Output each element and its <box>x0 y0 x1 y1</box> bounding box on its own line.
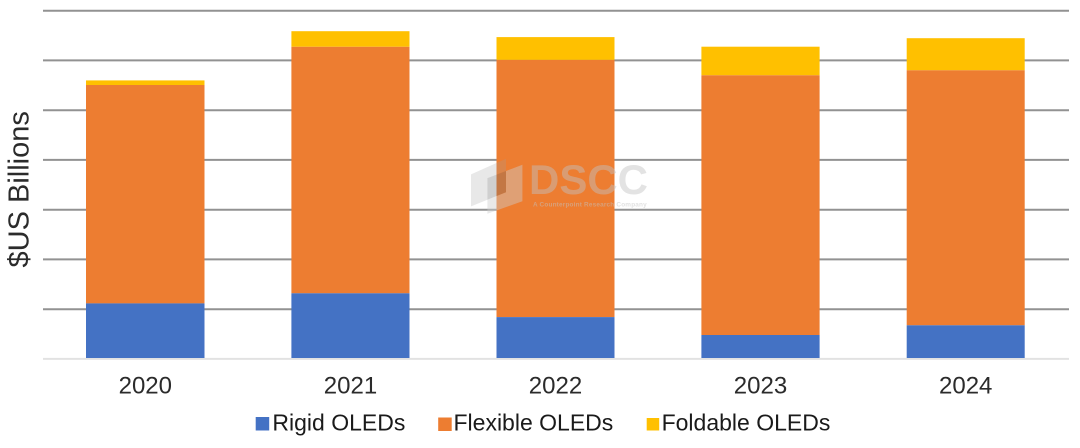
svg-text:Flexible OLEDs: Flexible OLEDs <box>454 409 614 435</box>
svg-text:2022: 2022 <box>529 373 582 400</box>
svg-text:Rigid OLEDs: Rigid OLEDs <box>272 409 405 435</box>
svg-text:2023: 2023 <box>734 373 787 400</box>
svg-text:2021: 2021 <box>324 373 377 400</box>
svg-text:Foldable OLEDs: Foldable OLEDs <box>662 409 831 435</box>
svg-text:$US Billions: $US Billions <box>4 111 36 267</box>
svg-text:2024: 2024 <box>939 373 992 400</box>
svg-text:2020: 2020 <box>119 373 172 400</box>
svg-text:DSCC: DSCC <box>529 156 648 203</box>
svg-text:A Counterpoint Research Compan: A Counterpoint Research Company <box>533 201 647 208</box>
